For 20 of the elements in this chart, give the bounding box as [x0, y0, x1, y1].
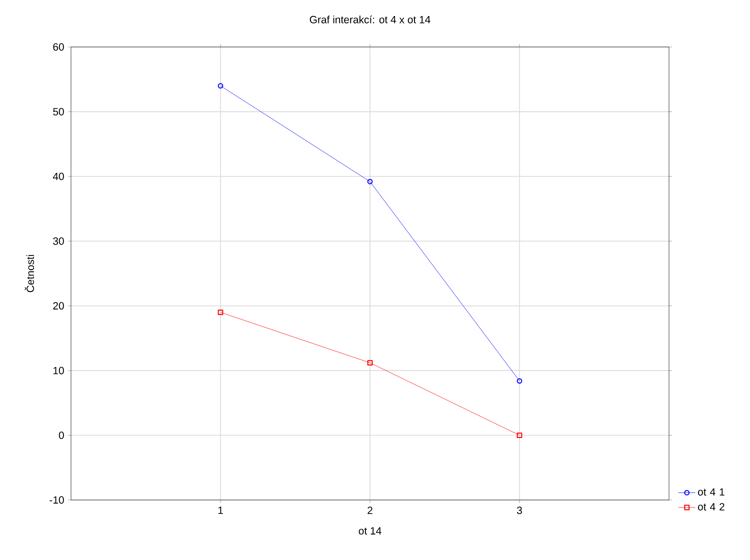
point [516, 432, 522, 438]
y-tick-label: 60 [53, 43, 64, 51]
y-tick-label: 10 [53, 366, 64, 374]
y-tick-label: 40 [52, 172, 64, 180]
point [367, 178, 373, 184]
x-tick-label: 2 [368, 506, 372, 514]
y-tick-label: 20 [53, 302, 64, 310]
chart-title: Graf interakcí: ot 4 x ot 14 [310, 16, 430, 24]
x-axis-title: ot 14 [358, 527, 382, 535]
x-tick-label: 1 [218, 506, 223, 514]
legend-label: ot 4 1 [698, 488, 724, 496]
y-axis-title: Četnosti [24, 255, 34, 292]
y-tick-label: 30 [53, 237, 64, 245]
y-tick-label: 0 [58, 432, 64, 439]
point [367, 360, 373, 366]
legend-label: ot 4 2 [698, 503, 724, 510]
x-tick-label: 3 [516, 506, 522, 514]
point [218, 310, 224, 316]
y-tick-label: -10 [50, 496, 64, 504]
y-tick-label: 50 [53, 108, 64, 116]
